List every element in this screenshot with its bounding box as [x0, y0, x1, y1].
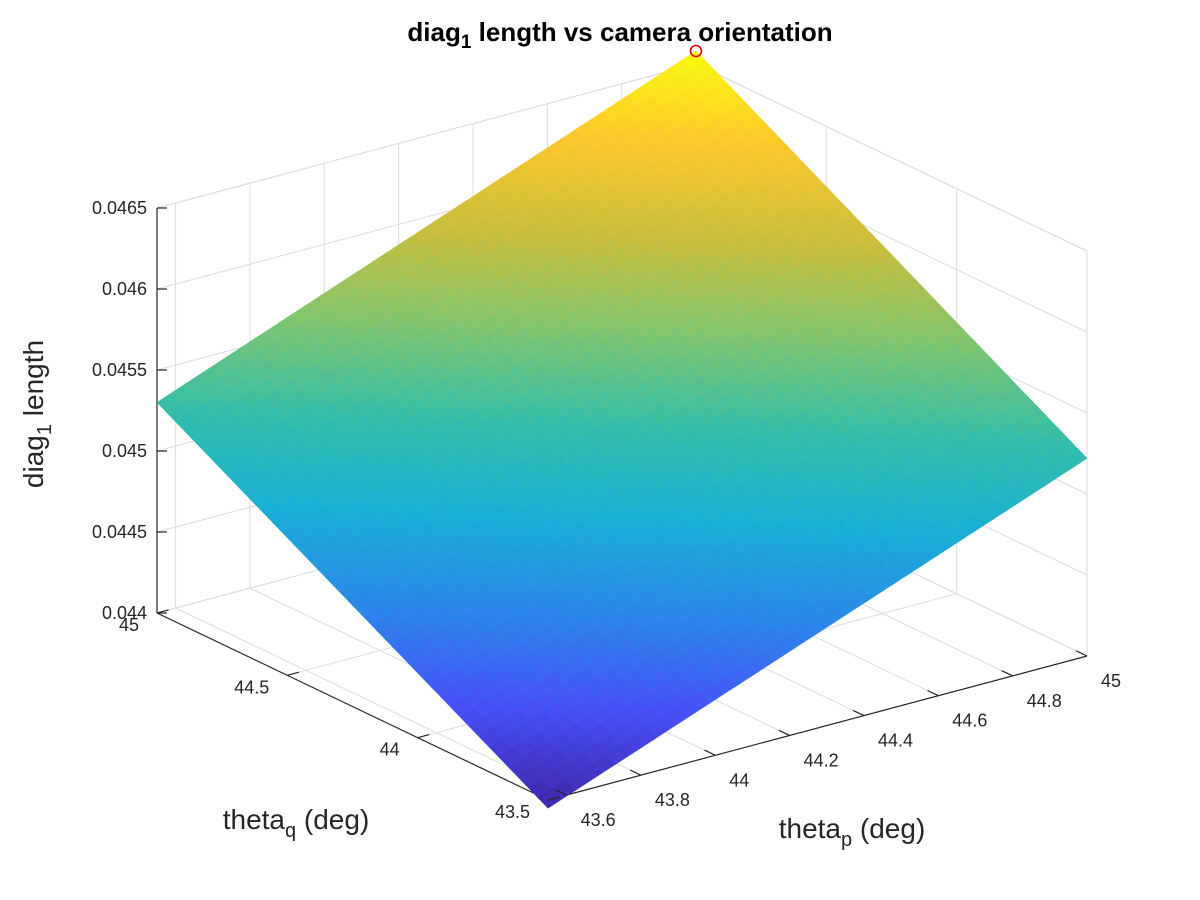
- y-axis-label-subscript: q: [285, 820, 296, 842]
- box-edge-top-back: [156, 63, 697, 209]
- z-tick-label: 0.046: [102, 279, 147, 299]
- chart-title-main: diag: [407, 17, 460, 47]
- x-axis-label-rest: (deg): [852, 813, 925, 844]
- z-tick-label: 0.0445: [92, 522, 147, 542]
- x-tick-label: 43.6: [581, 810, 616, 830]
- z-axis-label-subscript: 1: [34, 424, 56, 435]
- y-tick-label: 44: [380, 740, 400, 760]
- z-axis-label-main: diag: [18, 435, 49, 488]
- z-tick-label: 0.044: [102, 603, 147, 623]
- axes-frame: [156, 208, 1088, 801]
- x-tick-label: 44.6: [952, 711, 987, 731]
- x-tick-mark: [927, 689, 939, 697]
- chart-title-rest: length vs camera orientation: [471, 17, 832, 47]
- surface-patch: [537, 788, 562, 809]
- x-axis-label: thetap (deg): [779, 813, 926, 851]
- x-tick-label: 44: [729, 770, 749, 790]
- surface-plot: [156, 50, 1088, 809]
- y-tick-mark: [287, 671, 300, 676]
- z-tick-label: 0.0455: [92, 360, 147, 380]
- x-axis-label-subscript: p: [841, 829, 852, 851]
- x-tick-mark: [1001, 670, 1013, 677]
- y-tick-mark: [417, 734, 430, 739]
- x-tick-mark: [555, 789, 567, 796]
- x-tick-mark: [778, 729, 790, 736]
- x-tick-label: 43.8: [655, 790, 690, 810]
- y-tick-label: 45: [119, 615, 139, 635]
- y-axis-line: [156, 612, 549, 801]
- x-tick-label: 44.4: [878, 731, 913, 751]
- tick-labels: 0.044 0.0445 0.045 0.0455 0.046 0.0465 43.5 44 4…: [92, 198, 1121, 830]
- max-point-marker: [689, 44, 703, 58]
- x-tick-mark: [629, 769, 642, 776]
- z-tick-label: 0.045: [102, 441, 147, 461]
- y-axis-label-rest: (deg): [296, 804, 369, 835]
- z-axis-label-rest: length: [18, 340, 49, 424]
- y-tick-label: 44.5: [234, 677, 269, 697]
- x-tick-label: 44.8: [1027, 691, 1062, 711]
- x-tick-mark: [1075, 650, 1088, 657]
- y-tick-mark: [156, 609, 169, 614]
- x-tick-mark: [852, 709, 865, 717]
- x-axis-line: [547, 655, 1088, 801]
- x-tick-label: 45: [1101, 671, 1121, 691]
- marker-layer: [689, 44, 703, 58]
- y-axis-label-main: theta: [223, 804, 286, 835]
- chart-title-subscript: 1: [461, 32, 472, 53]
- y-axis-label: thetaq (deg): [223, 804, 370, 842]
- grid-line-floor-x: [175, 607, 567, 796]
- z-tick-label: 0.0465: [92, 198, 147, 218]
- chart-title: diag1 length vs camera orientation: [407, 17, 832, 53]
- x-axis-label-main: theta: [779, 813, 842, 844]
- y-tick-mark: [547, 796, 560, 801]
- x-tick-label: 44.2: [804, 750, 839, 770]
- x-tick-mark: [704, 749, 716, 756]
- z-axis-label: diag1 length: [18, 340, 56, 488]
- box-edge-top-side: [695, 63, 1088, 252]
- y-tick-label: 43.5: [495, 802, 530, 822]
